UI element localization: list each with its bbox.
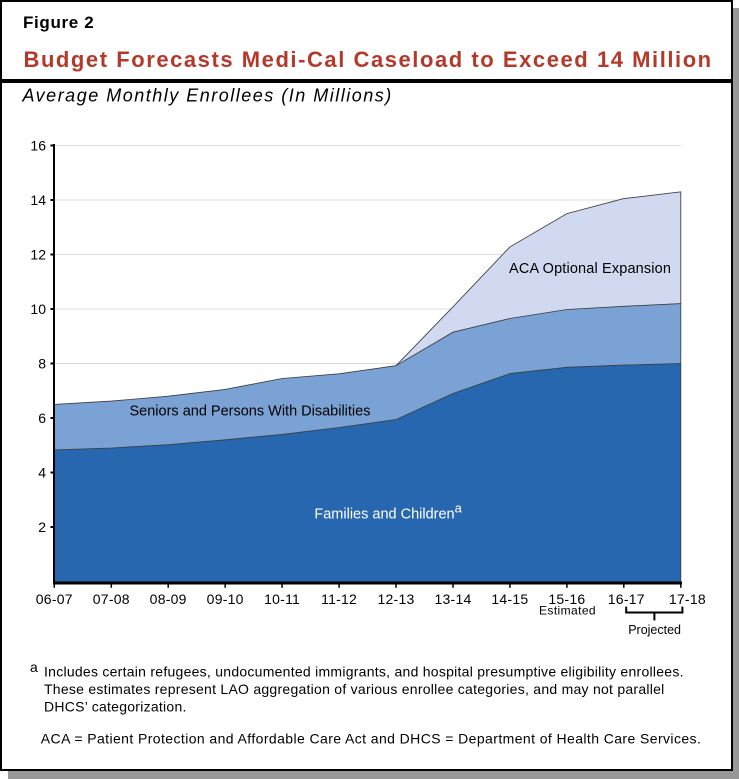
svg-text:4: 4 <box>38 465 46 481</box>
svg-text:13-14: 13-14 <box>434 591 471 607</box>
svg-text:8: 8 <box>38 356 46 372</box>
svg-text:12: 12 <box>30 247 46 263</box>
svg-text:14-15: 14-15 <box>491 591 528 607</box>
svg-text:Figure 2: Figure 2 <box>23 13 94 32</box>
svg-text:16: 16 <box>30 138 46 154</box>
svg-text:11-12: 11-12 <box>321 591 357 607</box>
svg-text:10-11: 10-11 <box>264 591 300 607</box>
svg-text:Families and Childrena: Families and Childrena <box>314 500 462 522</box>
svg-text:07-08: 07-08 <box>93 591 130 607</box>
svg-text:10: 10 <box>30 301 46 317</box>
svg-text:08-09: 08-09 <box>150 591 187 607</box>
svg-text:Average Monthly Enrollees (In: Average Monthly Enrollees (In Millions) <box>22 86 393 106</box>
svg-text:6: 6 <box>38 410 46 426</box>
svg-text:2: 2 <box>38 519 46 535</box>
svg-text:DHCS’ categorization.: DHCS’ categorization. <box>44 699 187 715</box>
svg-text:09-10: 09-10 <box>207 591 244 607</box>
svg-text:12-13: 12-13 <box>377 591 414 607</box>
svg-text:Budget Forecasts Medi-Cal Case: Budget Forecasts Medi-Cal Caseload to Ex… <box>24 47 713 72</box>
svg-text:15-16: 15-16 <box>548 591 585 607</box>
svg-text:16-17: 16-17 <box>608 591 645 607</box>
svg-text:14: 14 <box>30 192 46 208</box>
svg-text:Seniors and Persons With Disab: Seniors and Persons With Disabilities <box>130 404 371 420</box>
svg-text:Includes certain refugees, und: Includes certain refugees, undocumented … <box>44 663 684 679</box>
svg-text:a: a <box>30 659 38 675</box>
svg-text:These estimates represent LAO: These estimates represent LAO aggregatio… <box>44 681 665 697</box>
svg-text:06-07: 06-07 <box>36 591 73 607</box>
svg-text:ACA = Patient Protection and A: ACA = Patient Protection and Affordable … <box>41 731 701 747</box>
svg-text:17-18: 17-18 <box>669 591 706 607</box>
svg-text:ACA Optional Expansion: ACA Optional Expansion <box>509 261 671 277</box>
svg-text:Estimated: Estimated <box>539 604 596 618</box>
svg-text:Projected: Projected <box>628 623 681 637</box>
